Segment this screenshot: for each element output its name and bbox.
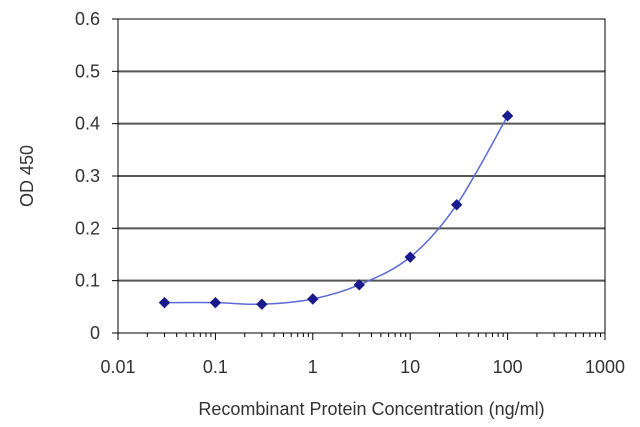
x-tick-label: 10 [400, 357, 420, 377]
data-point [158, 296, 171, 309]
x-tick-label: 0.1 [203, 357, 228, 377]
data-point [450, 199, 463, 211]
y-tick-label: 0.5 [75, 61, 100, 81]
y-tick-label: 0 [90, 323, 100, 343]
x-tick-label: 1 [308, 357, 318, 377]
data-point [353, 279, 365, 291]
grid-lines [118, 70, 605, 282]
data-point [307, 293, 319, 305]
y-axis-ticks: 0 0.1 0.2 0.3 0.4 0.5 0.6 [75, 9, 118, 343]
series-line [164, 115, 509, 306]
series-group [158, 110, 514, 310]
y-tick-label: 0.1 [75, 271, 100, 291]
data-point [501, 110, 514, 122]
y-tick-label: 0.4 [75, 114, 100, 134]
y-tick-label: 0.3 [75, 166, 100, 186]
x-tick-label: 1000 [585, 357, 625, 377]
data-point [404, 251, 416, 263]
x-tick-label: 100 [493, 357, 523, 377]
x-tick-label: 0.01 [100, 357, 135, 377]
x-axis-title: Recombinant Protein Concentration (ng/ml… [198, 399, 544, 419]
x-axis-ticks: 0.01 0.1 1 10 100 1000 [100, 333, 625, 377]
y-axis-title: OD 450 [17, 145, 37, 207]
data-point [256, 298, 268, 310]
data-point [209, 296, 222, 309]
y-tick-label: 0.2 [75, 218, 100, 238]
y-tick-label: 0.6 [75, 9, 100, 29]
